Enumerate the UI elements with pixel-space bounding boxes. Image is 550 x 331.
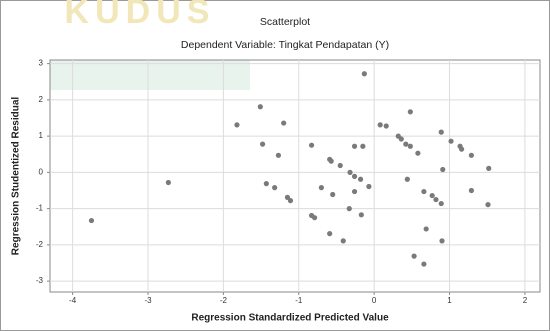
x-tick-label: 0 (372, 296, 377, 305)
point (424, 226, 429, 231)
point (319, 185, 324, 190)
point (234, 122, 239, 127)
point (352, 174, 357, 179)
y-tick-label: -2 (36, 240, 44, 249)
chart: KUDUS Scatterplot Dependent Variable: Ti… (0, 0, 550, 331)
point (312, 215, 317, 220)
point (272, 185, 277, 190)
point (378, 122, 383, 127)
point (469, 153, 474, 158)
point (341, 238, 346, 243)
point (352, 144, 357, 149)
point (448, 139, 453, 144)
x-tick-label: 1 (447, 296, 452, 305)
point (260, 142, 265, 147)
point (399, 136, 404, 141)
chart-title: Scatterplot (260, 16, 310, 28)
point (347, 206, 352, 211)
point (459, 147, 464, 152)
point (408, 144, 413, 149)
y-tick-label: 3 (39, 59, 44, 68)
point (486, 166, 491, 171)
chart-subtitle: Dependent Variable: Tingkat Pendapatan (… (181, 39, 389, 51)
point (276, 153, 281, 158)
point (469, 188, 474, 193)
point (288, 198, 293, 203)
point (166, 180, 171, 185)
point (405, 177, 410, 182)
y-tick-label: -1 (36, 204, 44, 213)
point (359, 212, 364, 217)
point (347, 170, 352, 175)
x-tick-label: -1 (295, 296, 303, 305)
point (403, 142, 408, 147)
point (415, 151, 420, 156)
point (338, 163, 343, 168)
point (439, 238, 444, 243)
point (366, 184, 371, 189)
point (384, 123, 389, 128)
x-tick-label: -4 (69, 296, 77, 305)
point (439, 201, 444, 206)
point (360, 144, 365, 149)
y-tick-label: -3 (36, 276, 44, 285)
point (485, 202, 490, 207)
y-tick-label: 1 (39, 131, 44, 140)
y-axis-label: Regression Studentized Residual (11, 97, 22, 256)
point (264, 181, 269, 186)
x-tick-label: 2 (523, 296, 528, 305)
x-tick-label: -3 (144, 296, 152, 305)
point (421, 189, 426, 194)
watermark: KUDUS (65, 0, 216, 31)
point (362, 71, 367, 76)
point (330, 192, 335, 197)
point (327, 231, 332, 236)
point (439, 130, 444, 135)
point (408, 109, 413, 114)
y-tick-label: 0 (39, 167, 44, 176)
point (329, 159, 334, 164)
point (440, 167, 445, 172)
y-tick-label: 2 (39, 95, 44, 104)
watermark-band (50, 60, 250, 90)
x-tick-label: -2 (220, 296, 228, 305)
x-axis-label: Regression Standardized Predicted Value (191, 313, 389, 324)
point (89, 218, 94, 223)
point (430, 193, 435, 198)
point (412, 254, 417, 259)
point (421, 261, 426, 266)
point (309, 143, 314, 148)
point (281, 120, 286, 125)
point (352, 189, 357, 194)
point (258, 104, 263, 109)
point (358, 177, 363, 182)
point (433, 197, 438, 202)
